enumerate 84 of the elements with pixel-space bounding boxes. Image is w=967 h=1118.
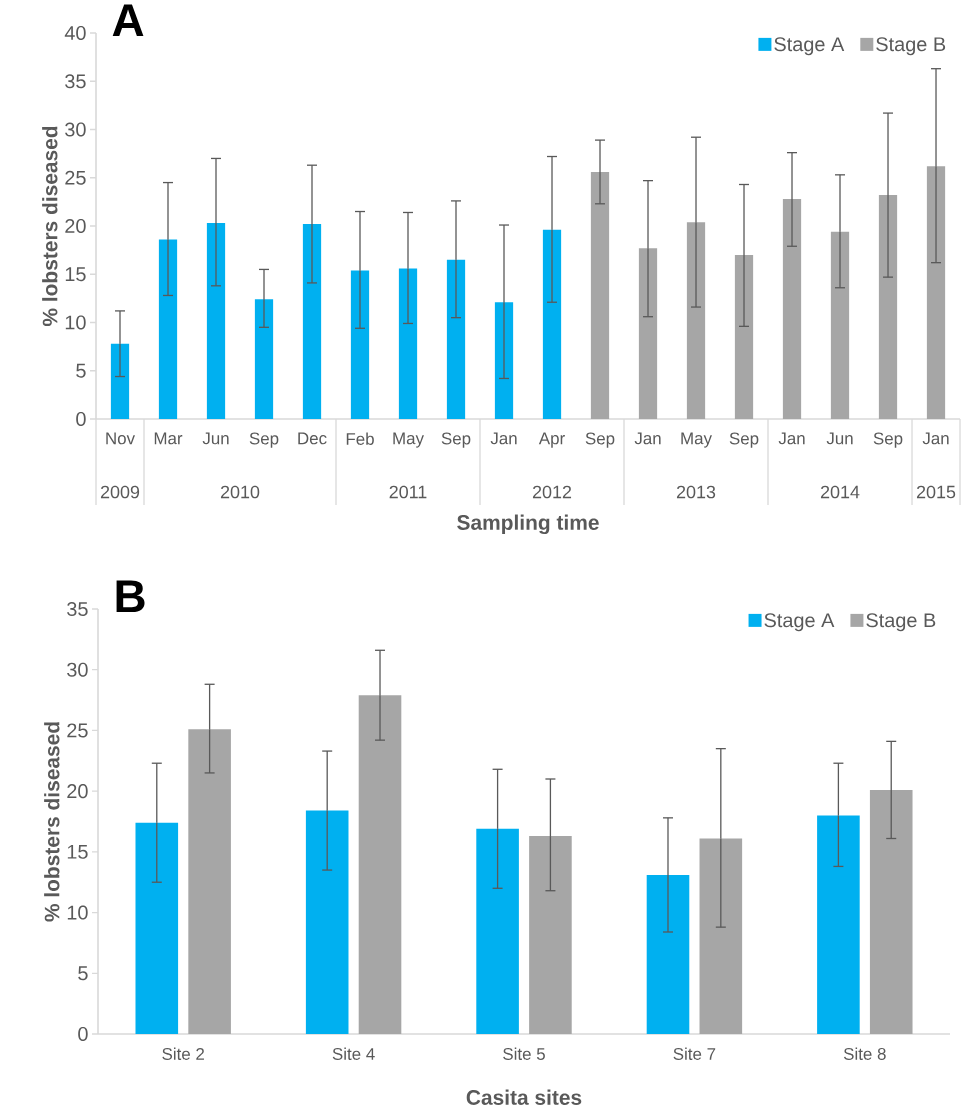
text: 2013 xyxy=(676,485,716,499)
bar xyxy=(869,789,913,1034)
y-tick-label: 25 xyxy=(67,723,88,738)
y-tick-label: 35 xyxy=(67,601,88,617)
x-tick-label: Site 8 xyxy=(843,1047,886,1060)
bar xyxy=(529,836,572,1034)
text: 2011 xyxy=(389,485,427,499)
bar xyxy=(305,810,349,1034)
y-tick-label: 5 xyxy=(78,966,88,981)
y-tick-label: 10 xyxy=(65,315,86,330)
y-tick-label: 15 xyxy=(67,844,88,859)
x-tick-label: Jan xyxy=(778,432,805,445)
x-tick-label: Jan xyxy=(922,432,949,445)
bar xyxy=(686,222,706,419)
x-tick-label: Feb xyxy=(346,432,374,445)
bar xyxy=(590,171,610,419)
y-tick-label: 30 xyxy=(65,122,86,137)
y-tick-label: 35 xyxy=(65,74,86,89)
bar xyxy=(476,828,519,1034)
text: 2009 xyxy=(100,485,140,499)
bar xyxy=(188,729,231,1034)
bar xyxy=(878,195,898,419)
x-tick-label: Jun xyxy=(202,432,229,445)
x-tick-label: Mar xyxy=(154,432,183,445)
y-tick-label: 30 xyxy=(67,662,88,677)
x-tick-label: Site 2 xyxy=(162,1047,204,1060)
y-tick-label: 20 xyxy=(65,218,86,234)
x-tick-label: Sep xyxy=(585,432,615,448)
bar xyxy=(734,254,754,419)
x-tick-label: May xyxy=(681,432,712,448)
bar xyxy=(638,248,658,419)
bar xyxy=(446,259,466,419)
y-axis-title: % lobsters diseased xyxy=(44,722,60,922)
x-tick-label: Site 7 xyxy=(673,1047,716,1060)
bar xyxy=(206,223,226,419)
legend-label: Stage B xyxy=(866,613,936,632)
y-tick-label: 25 xyxy=(65,170,86,185)
x-tick-label: Sep xyxy=(441,432,471,448)
bar xyxy=(254,299,274,419)
bar xyxy=(350,270,370,419)
bar xyxy=(398,268,418,419)
text: 2012 xyxy=(532,485,572,499)
legend-label: Stage B xyxy=(876,37,946,56)
bar xyxy=(830,231,850,419)
x-tick-label: Jan xyxy=(634,432,661,445)
x-tick-label: Apr xyxy=(538,432,565,448)
y-axis-title: % lobsters diseased xyxy=(42,126,58,327)
legend-label: Stage A xyxy=(774,37,845,56)
x-tick-label: Dec xyxy=(298,432,327,445)
bar xyxy=(358,695,402,1034)
bar xyxy=(646,874,690,1034)
bar xyxy=(926,166,946,419)
bar xyxy=(135,822,179,1034)
y-tick-label: 10 xyxy=(67,905,88,920)
y-tick-label: 0 xyxy=(78,1026,88,1042)
y-tick-label: 0 xyxy=(76,411,86,427)
x-axis-title: Sampling time xyxy=(457,514,599,535)
x-tick-label: Nov xyxy=(106,432,135,445)
x-tick-label: Sep xyxy=(249,432,279,448)
x-tick-label: Jan xyxy=(490,432,517,445)
x-tick-label: Sep xyxy=(729,432,759,448)
x-tick-label: Site 4 xyxy=(332,1047,375,1060)
bar xyxy=(542,229,562,419)
y-tick-label: 5 xyxy=(76,363,86,378)
legend-label: Stage A xyxy=(764,613,835,632)
bar xyxy=(699,838,743,1034)
text: 2014 xyxy=(820,485,860,499)
x-tick-label: May xyxy=(393,432,424,448)
chart-title: A xyxy=(112,4,144,37)
chart-title: B xyxy=(116,580,145,613)
y-tick-label: 20 xyxy=(67,784,88,799)
bar xyxy=(158,239,178,419)
bar xyxy=(782,198,802,419)
y-tick-label: 15 xyxy=(65,267,86,282)
text: 2010 xyxy=(220,485,260,499)
bar xyxy=(302,224,322,419)
x-tick-label: Site 5 xyxy=(503,1047,545,1060)
bar xyxy=(817,815,860,1034)
x-tick-label: Sep xyxy=(873,432,903,448)
x-axis-title: Casita sites xyxy=(466,1089,582,1105)
text: 2015 xyxy=(916,485,956,499)
x-tick-label: Jun xyxy=(826,432,853,445)
bar xyxy=(110,343,130,419)
y-tick-label: 40 xyxy=(64,25,86,41)
